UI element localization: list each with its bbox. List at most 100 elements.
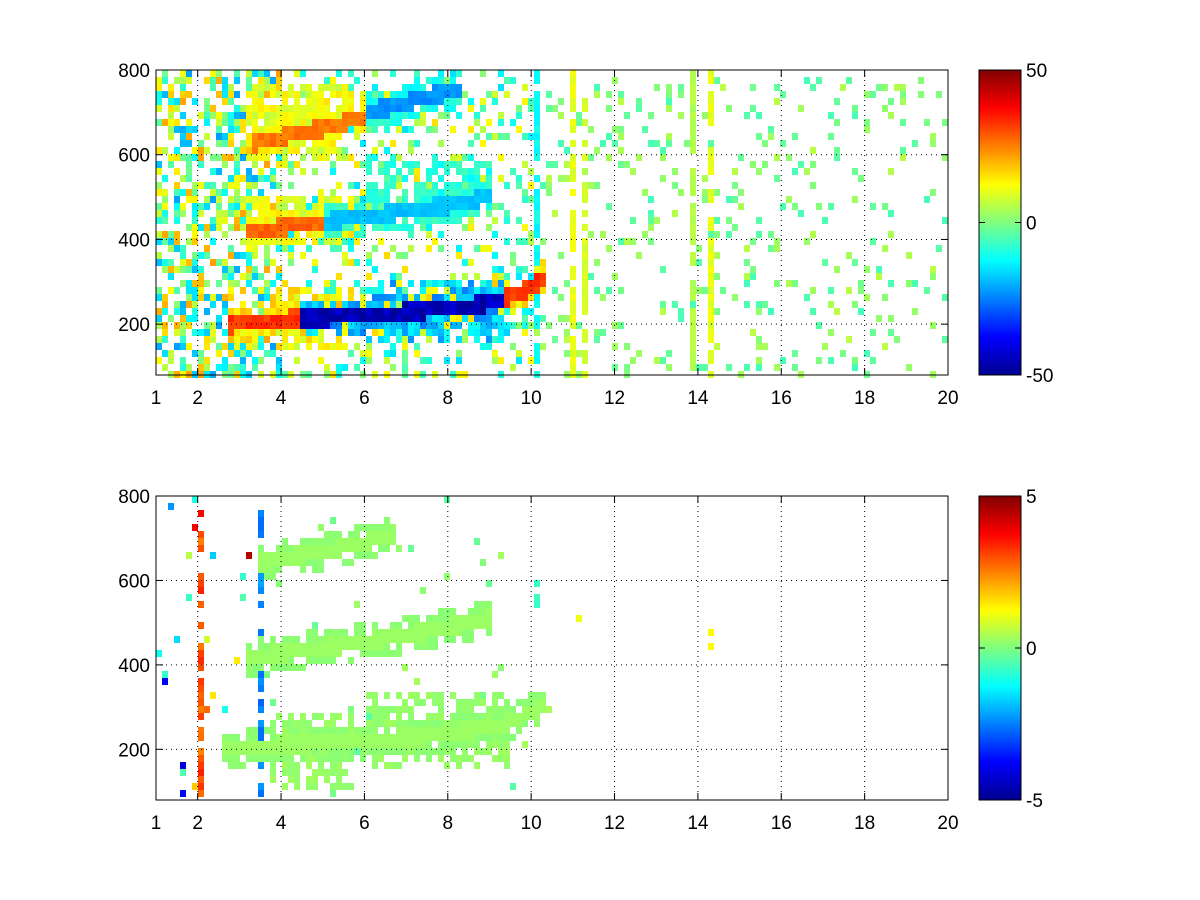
heatmap-cell — [402, 203, 408, 210]
heatmap-cell — [276, 552, 282, 559]
heatmap-cell — [198, 664, 204, 671]
heatmap-cell — [702, 364, 708, 371]
heatmap-cell — [672, 210, 678, 217]
heatmap-cell — [360, 119, 366, 126]
heatmap-cell — [426, 692, 432, 699]
heatmap-cell — [276, 147, 282, 154]
heatmap-cell — [294, 301, 300, 308]
heatmap-cell — [402, 755, 408, 762]
heatmap-cell — [252, 727, 258, 734]
heatmap-cell — [426, 315, 432, 322]
heatmap-cell — [288, 755, 294, 762]
heatmap-cell — [294, 322, 300, 329]
heatmap-cell — [522, 315, 528, 322]
heatmap-cell — [756, 364, 762, 371]
heatmap-cell — [708, 196, 714, 203]
heatmap-cell — [324, 133, 330, 140]
heatmap-cell — [384, 336, 390, 343]
heatmap-cell — [486, 315, 492, 322]
heatmap-cell — [444, 112, 450, 119]
heatmap-cell — [282, 755, 288, 762]
heatmap-cell — [438, 629, 444, 636]
heatmap-cell — [528, 98, 534, 105]
heatmap-cell — [252, 126, 258, 133]
heatmap-cell — [582, 252, 588, 259]
heatmap-cell — [426, 280, 432, 287]
heatmap-cell — [438, 189, 444, 196]
heatmap-cell — [252, 266, 258, 273]
heatmap-cell — [726, 217, 732, 224]
heatmap-cell — [774, 175, 780, 182]
heatmap-cell — [276, 140, 282, 147]
heatmap-cell — [468, 287, 474, 294]
heatmap-cell — [462, 741, 468, 748]
heatmap-cell — [240, 364, 246, 371]
heatmap-cell — [786, 280, 792, 287]
heatmap-cell — [258, 308, 264, 315]
heatmap-cell — [258, 357, 264, 364]
heatmap-cell — [306, 217, 312, 224]
heatmap-cell — [378, 713, 384, 720]
heatmap-cell — [708, 189, 714, 196]
heatmap-cell — [426, 210, 432, 217]
heatmap-cell — [420, 224, 426, 231]
heatmap-cell — [618, 133, 624, 140]
heatmap-cell — [306, 105, 312, 112]
heatmap-cell — [798, 161, 804, 168]
heatmap-cell — [504, 287, 510, 294]
heatmap-cell — [516, 238, 522, 245]
heatmap-cell — [432, 105, 438, 112]
heatmap-cell — [372, 294, 378, 301]
heatmap-cell — [258, 336, 264, 343]
heatmap-cell — [378, 189, 384, 196]
heatmap-cell — [744, 364, 750, 371]
heatmap-cell — [408, 168, 414, 175]
heatmap-cell — [342, 322, 348, 329]
heatmap-cell — [420, 119, 426, 126]
heatmap-cell — [378, 650, 384, 657]
heatmap-cell — [324, 748, 330, 755]
heatmap-cell — [204, 224, 210, 231]
heatmap-cell — [456, 755, 462, 762]
heatmap-cell — [330, 748, 336, 755]
heatmap-cell — [534, 720, 540, 727]
heatmap-cell — [186, 77, 192, 84]
heatmap-cell — [252, 315, 258, 322]
heatmap-cell — [348, 531, 354, 538]
heatmap-cell — [276, 755, 282, 762]
heatmap-cell — [162, 147, 168, 154]
heatmap-cell — [294, 552, 300, 559]
heatmap-cell — [522, 161, 528, 168]
heatmap-cell — [600, 294, 606, 301]
heatmap-cell — [168, 266, 174, 273]
heatmap-cell — [870, 91, 876, 98]
heatmap-cell — [228, 210, 234, 217]
heatmap-cell — [432, 238, 438, 245]
heatmap-cell — [372, 105, 378, 112]
heatmap-cell — [252, 357, 258, 364]
heatmap-cell — [276, 238, 282, 245]
heatmap-cell — [336, 217, 342, 224]
heatmap-cell — [216, 343, 222, 350]
heatmap-cell — [822, 259, 828, 266]
heatmap-cell — [258, 741, 264, 748]
heatmap-cell — [492, 308, 498, 315]
heatmap-cell — [168, 287, 174, 294]
heatmap-cell — [156, 357, 162, 364]
heatmap-cell — [300, 84, 306, 91]
heatmap-cell — [246, 245, 252, 252]
heatmap-cell — [192, 294, 198, 301]
heatmap-cell — [480, 161, 486, 168]
heatmap-cell — [330, 210, 336, 217]
heatmap-cell — [438, 755, 444, 762]
heatmap-cell — [192, 266, 198, 273]
heatmap-cell — [300, 559, 306, 566]
heatmap-cell — [324, 105, 330, 112]
heatmap-cell — [510, 119, 516, 126]
heatmap-cell — [174, 287, 180, 294]
heatmap-cell — [300, 210, 306, 217]
heatmap-cell — [252, 70, 258, 77]
heatmap-cell — [426, 287, 432, 294]
heatmap-cell — [198, 531, 204, 538]
heatmap-cell — [252, 252, 258, 259]
